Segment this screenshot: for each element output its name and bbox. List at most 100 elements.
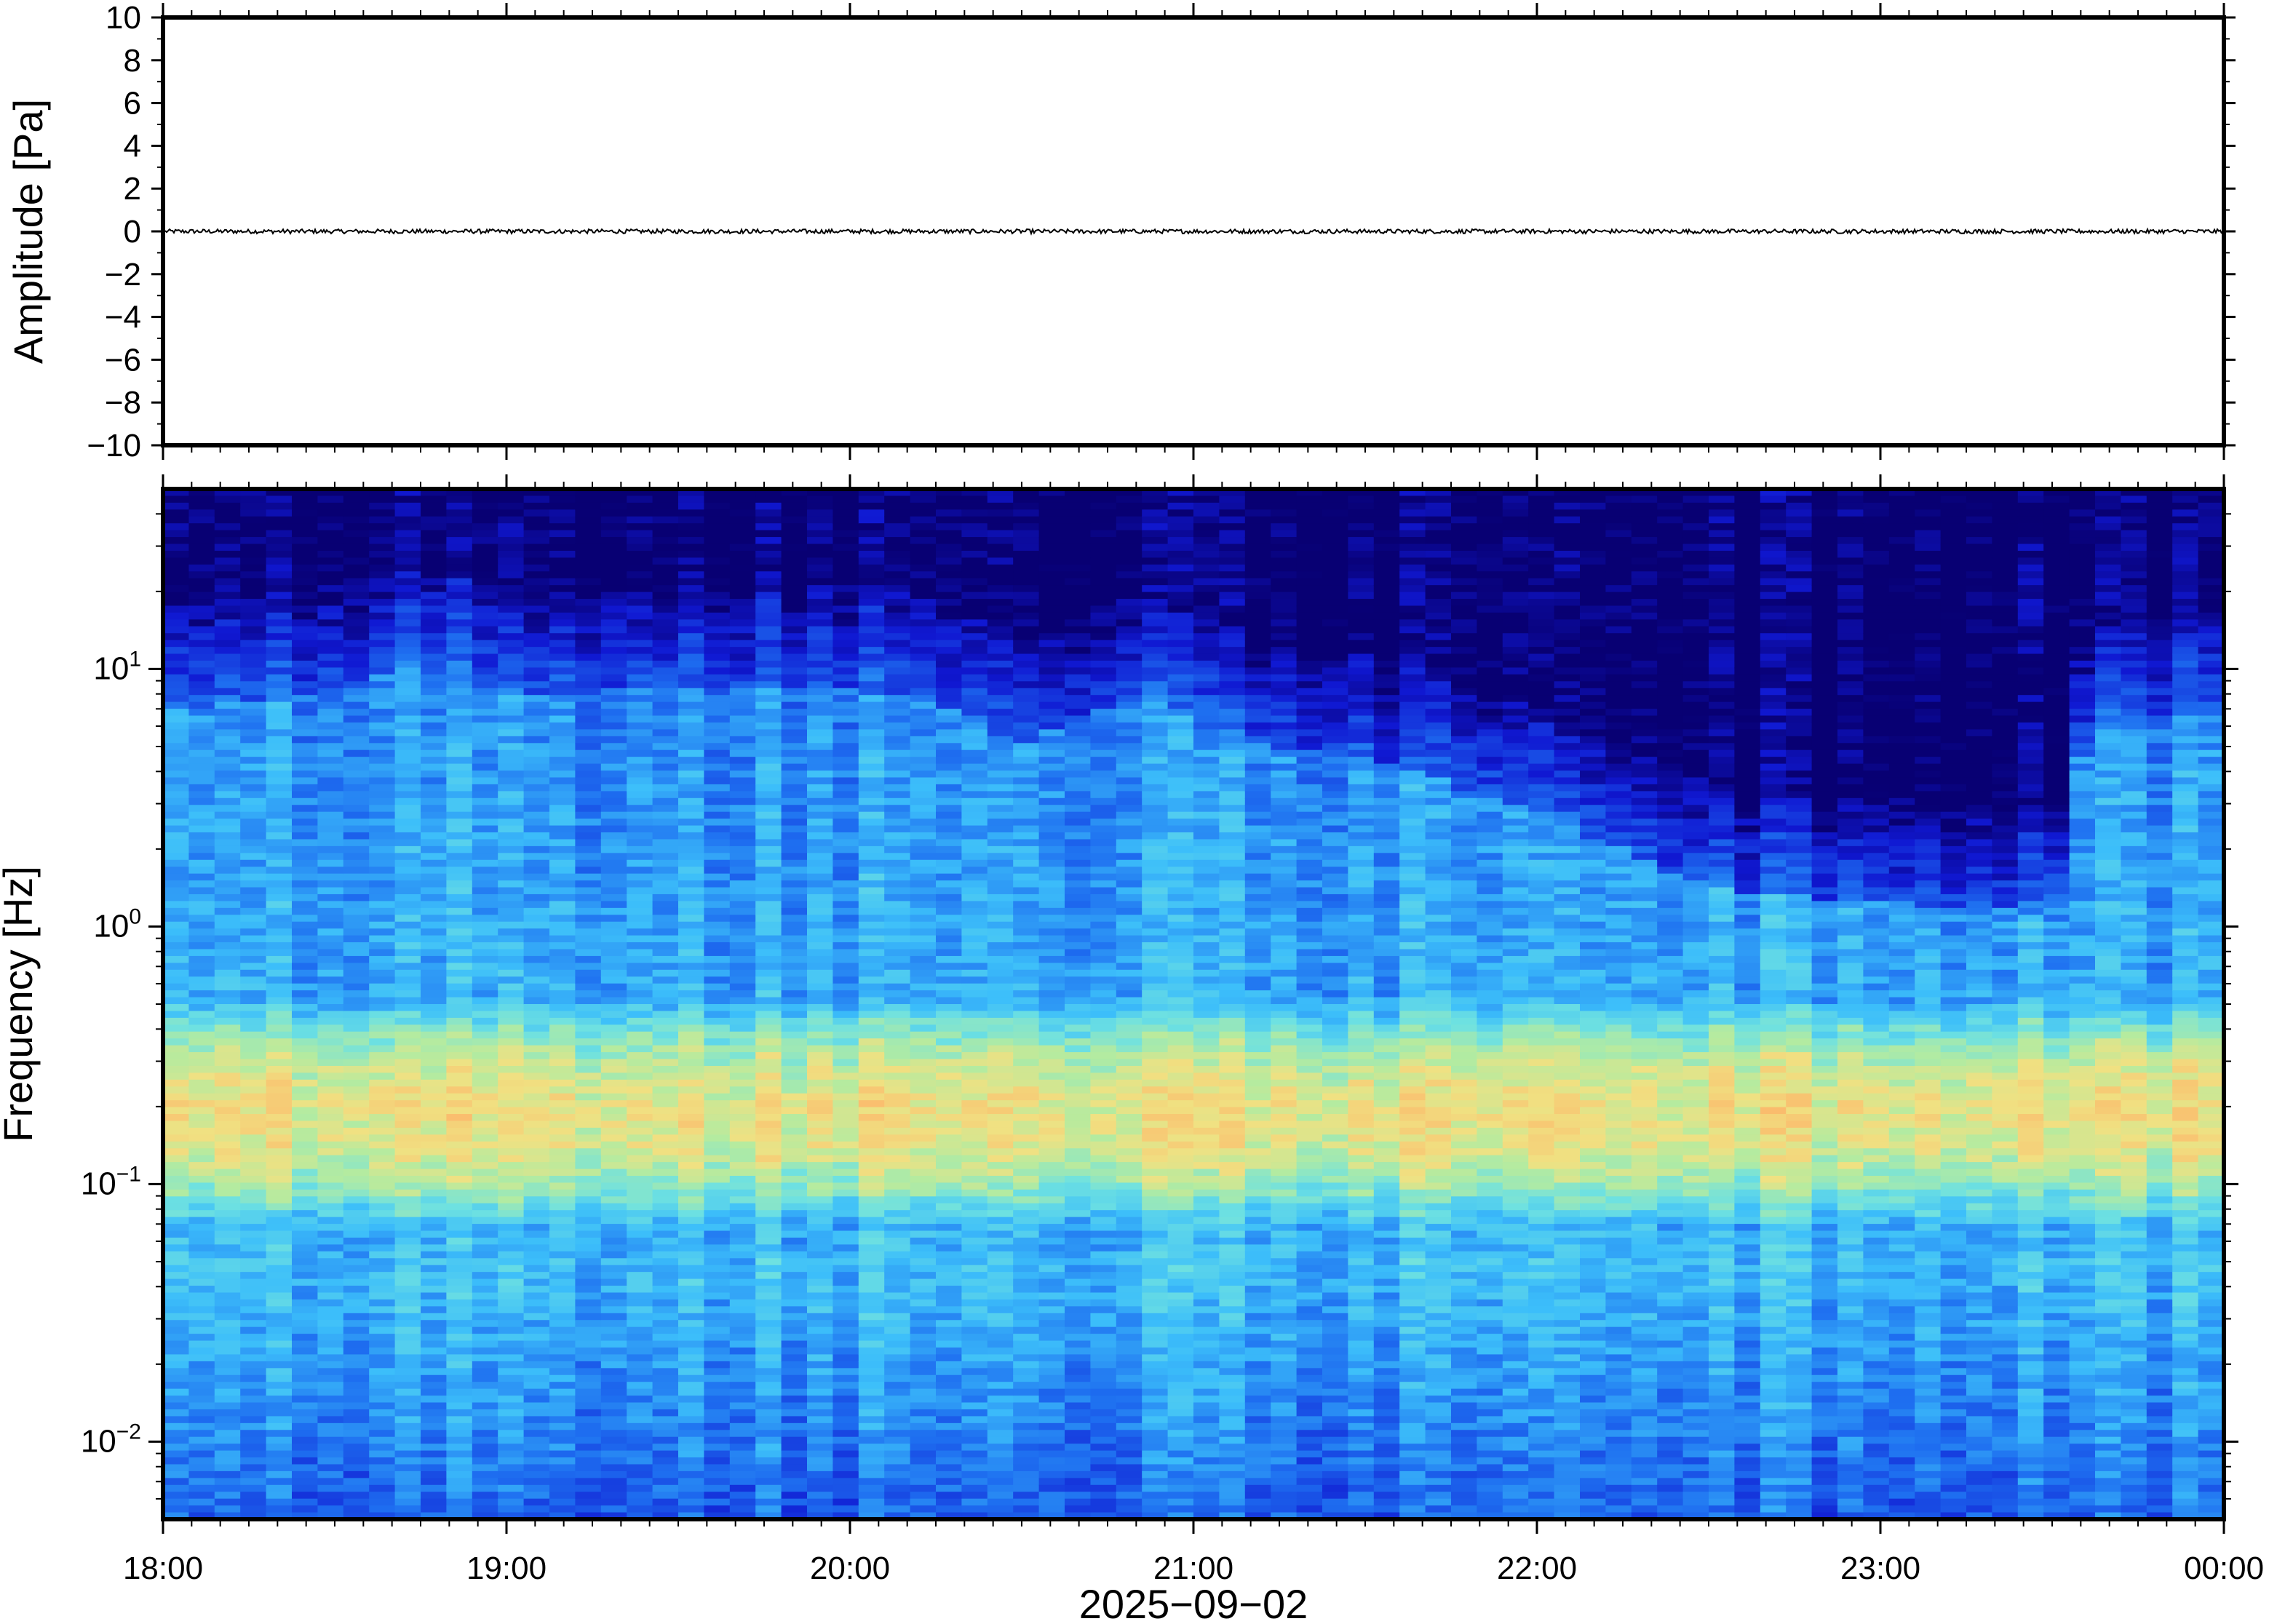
spectrogram-cell (163, 1031, 190, 1039)
spectrogram-cell (394, 516, 421, 524)
spectrogram-cell (214, 1189, 241, 1198)
spectrogram-cell (472, 653, 498, 661)
spectrogram-cell (833, 757, 859, 765)
spectrogram-cell (987, 502, 1014, 511)
spectrogram-cell (961, 983, 988, 991)
spectrogram-cell (833, 495, 859, 503)
spectrogram-cell (936, 1004, 963, 1012)
spectrogram-cell (858, 544, 885, 552)
spectrogram-cell (755, 1251, 782, 1259)
spectrogram-cell (317, 1334, 344, 1342)
spectrogram-cell (575, 880, 602, 888)
spectrogram-cell (188, 667, 215, 675)
spectrogram-cell (523, 605, 550, 613)
spectrogram-cell (575, 997, 602, 1005)
spectrogram-cell (781, 1045, 808, 1053)
spectrogram-cell (163, 1492, 190, 1500)
spectrogram-cell (627, 1457, 653, 1465)
spectrogram-cell (807, 1059, 834, 1067)
spectrogram-cell (704, 722, 731, 731)
spectrogram-cell (807, 859, 834, 867)
spectrogram-cell (936, 674, 963, 682)
spectrogram-cell (652, 1478, 679, 1486)
spectrogram-cell (678, 1409, 705, 1417)
spectrogram-cell (755, 901, 782, 909)
spectrogram-cell (858, 1374, 885, 1382)
spectrogram-cell (627, 1299, 653, 1307)
spectrogram-cell (884, 1224, 911, 1232)
spectrogram-cell (807, 805, 834, 813)
spectrogram-cell (575, 1052, 602, 1060)
spectrogram-cell (369, 1169, 396, 1177)
spectrogram-cell (292, 653, 319, 661)
spectrogram-cell (369, 1224, 396, 1232)
spectrogram-cell (729, 1100, 756, 1108)
spectrogram-cell (833, 530, 859, 538)
spectrogram-cell (523, 523, 550, 531)
spectrogram-cell (549, 1326, 576, 1334)
spectrogram-cell (936, 537, 963, 545)
spectrogram-cell (729, 771, 756, 779)
spectrogram-cell (600, 688, 627, 696)
spectrogram-cell (600, 1079, 627, 1088)
spectrogram-cell (936, 544, 963, 552)
spectrogram-cell (884, 880, 911, 888)
spectrogram-cell (755, 1416, 782, 1424)
spectrogram-cell (652, 935, 679, 943)
spectrogram-cell (858, 797, 885, 806)
spectrogram-cell (498, 1492, 525, 1500)
spectrogram-cell (421, 873, 448, 881)
spectrogram-cell (369, 797, 396, 806)
spectrogram-cell (317, 729, 344, 737)
spectrogram-cell (600, 1258, 627, 1266)
spectrogram-cell (369, 626, 396, 634)
spectrogram-cell (549, 797, 576, 806)
spectrogram-cell (421, 1478, 448, 1486)
spectrogram-cell (292, 1299, 319, 1307)
spectrogram-cell (936, 1189, 963, 1198)
spectrogram-cell (910, 1484, 937, 1493)
spectrogram-cell (498, 942, 525, 950)
spectrogram-cell (936, 1072, 963, 1080)
spectrogram-cell (936, 633, 963, 641)
spectrogram-cell (704, 1368, 731, 1376)
spectrogram-cell (987, 1107, 1014, 1115)
spectrogram-cell (421, 1368, 448, 1376)
spectrogram-cell (575, 1182, 602, 1190)
spectrogram-cell (575, 832, 602, 840)
spectrogram-cell (936, 1422, 963, 1431)
spectrogram-cell (807, 1368, 834, 1376)
spectrogram-cell (961, 1182, 988, 1190)
spectrogram-cell (729, 1422, 756, 1431)
spectrogram-cell (987, 1224, 1014, 1232)
spectrogram-cell (936, 640, 963, 648)
spectrogram-cell (600, 564, 627, 573)
spectrogram-cell (961, 1237, 988, 1246)
spectrogram-cell (292, 1230, 319, 1238)
spectrogram-cell (317, 1306, 344, 1314)
spectrogram-cell (627, 1484, 653, 1493)
spectrogram-cell (575, 564, 602, 573)
spectrogram-cell (755, 1478, 782, 1486)
spectrogram-cell (678, 983, 705, 991)
spectrogram-cell (652, 907, 679, 916)
spectrogram-cell (961, 1361, 988, 1369)
spectrogram-cell (240, 1505, 267, 1513)
spectrogram-cell (755, 1176, 782, 1184)
spectrogram-cell (678, 1313, 705, 1321)
spectrogram-cell (394, 592, 421, 600)
spectrogram-cell (729, 969, 756, 978)
spectrogram-cell (678, 516, 705, 524)
spectrogram-cell (987, 1396, 1014, 1404)
spectrogram-cell (446, 1409, 473, 1417)
spectrogram-cell (833, 763, 859, 771)
spectrogram-cell (369, 1244, 396, 1252)
spectrogram-cell (627, 612, 653, 621)
spectrogram-cell (627, 688, 653, 696)
spectrogram-cell (858, 1224, 885, 1232)
spectrogram-cell (343, 1182, 370, 1190)
spectrogram-cell (600, 1498, 627, 1506)
spectrogram-cell (240, 811, 267, 819)
spectrogram-cell (627, 784, 653, 792)
spectrogram-cell (523, 1388, 550, 1396)
